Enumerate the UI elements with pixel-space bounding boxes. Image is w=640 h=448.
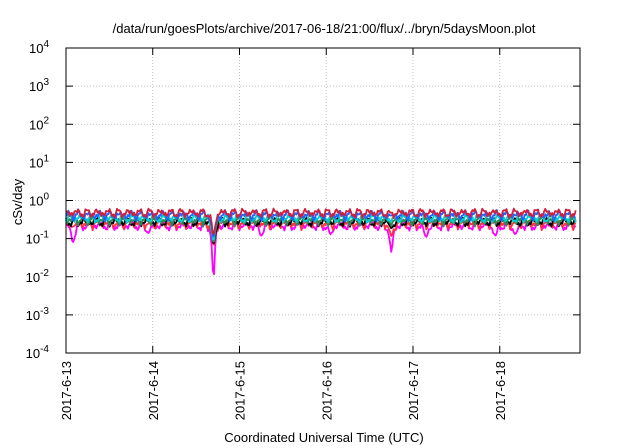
x-tick-label: 2017-6-13 — [59, 361, 74, 420]
y-tick-label: 10-2 — [26, 268, 50, 285]
chart-title: /data/run/goesPlots/archive/2017-06-18/2… — [113, 21, 536, 36]
x-tick-label: 2017-6-14 — [146, 361, 161, 420]
plot-frame — [65, 47, 581, 354]
x-tick-label: 2017-6-16 — [319, 361, 334, 420]
y-tick-label: 10-1 — [26, 230, 50, 247]
y-tick-label: 10-4 — [26, 344, 50, 361]
x-tick-label: 2017-6-17 — [406, 361, 421, 420]
y-tick-label: 102 — [29, 115, 49, 132]
grid-lines — [66, 48, 580, 353]
y-tick-label: 100 — [29, 192, 49, 209]
x-tick-label: 2017-6-15 — [233, 361, 248, 420]
y-tick-labels: 10-4 10-3 10-2 10-1 100 101 102 103 104 — [26, 39, 50, 361]
series-line — [65, 207, 577, 235]
series-line — [65, 220, 577, 276]
x-tick-labels: 2017-6-13 2017-6-14 2017-6-15 2017-6-16 2017… — [59, 361, 508, 420]
x-tick-label: 2017-6-18 — [493, 361, 508, 420]
x-axis-label: Coordinated Universal Time (UTC) — [224, 430, 423, 445]
y-tick-label: 103 — [29, 77, 49, 94]
axis-ticks — [65, 47, 580, 354]
y-tick-label: 104 — [29, 39, 49, 56]
series-group — [65, 207, 577, 276]
y-axis-label: cSv/day — [10, 178, 25, 225]
y-tick-label: 101 — [29, 153, 49, 170]
y-tick-label: 10-3 — [26, 306, 50, 323]
